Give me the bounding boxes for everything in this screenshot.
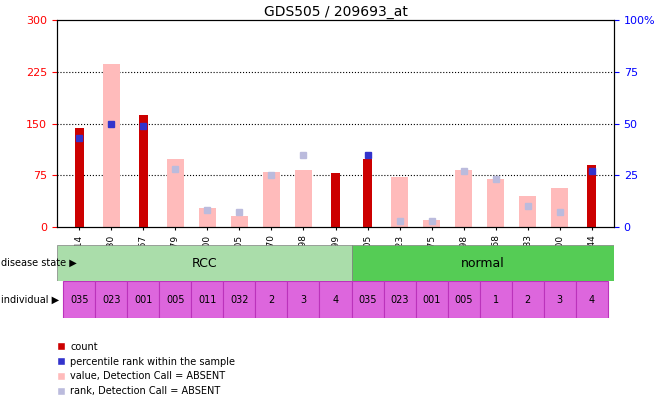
- Bar: [319, 281, 352, 318]
- Bar: [551, 188, 568, 227]
- Text: 001: 001: [422, 295, 441, 305]
- Text: 023: 023: [102, 295, 121, 305]
- Legend: count, percentile rank within the sample, value, Detection Call = ABSENT, rank, : count, percentile rank within the sample…: [52, 338, 239, 400]
- Text: 3: 3: [301, 295, 307, 305]
- Text: 032: 032: [230, 295, 249, 305]
- Bar: [415, 281, 448, 318]
- Text: 011: 011: [199, 295, 217, 305]
- Bar: [166, 159, 185, 227]
- Text: 005: 005: [454, 295, 473, 305]
- Bar: [586, 165, 597, 227]
- Bar: [576, 281, 607, 318]
- Bar: [423, 220, 440, 227]
- Title: GDS505 / 209693_at: GDS505 / 209693_at: [264, 5, 407, 19]
- Bar: [64, 281, 95, 318]
- Text: disease state ▶: disease state ▶: [1, 258, 76, 268]
- Bar: [103, 64, 120, 227]
- Bar: [231, 216, 248, 227]
- Text: 035: 035: [70, 295, 89, 305]
- Bar: [160, 281, 191, 318]
- Bar: [480, 281, 511, 318]
- Text: 2: 2: [525, 295, 531, 305]
- Bar: [486, 179, 505, 227]
- Bar: [331, 173, 340, 227]
- Bar: [391, 177, 409, 227]
- Bar: [352, 245, 614, 281]
- Bar: [191, 281, 223, 318]
- Bar: [455, 171, 472, 227]
- Bar: [223, 281, 256, 318]
- Text: 005: 005: [166, 295, 185, 305]
- Bar: [384, 281, 415, 318]
- Bar: [519, 196, 536, 227]
- Bar: [262, 173, 280, 227]
- Text: RCC: RCC: [191, 257, 217, 270]
- Bar: [127, 281, 160, 318]
- Text: 1: 1: [493, 295, 499, 305]
- Bar: [511, 281, 544, 318]
- Text: 4: 4: [332, 295, 339, 305]
- Bar: [363, 159, 372, 227]
- Bar: [295, 171, 312, 227]
- Bar: [139, 115, 148, 227]
- Bar: [287, 281, 319, 318]
- Bar: [544, 281, 576, 318]
- Text: normal: normal: [461, 257, 505, 270]
- Bar: [74, 128, 85, 227]
- Bar: [199, 207, 216, 227]
- Text: 023: 023: [391, 295, 409, 305]
- Text: 001: 001: [134, 295, 152, 305]
- Text: 3: 3: [556, 295, 562, 305]
- Bar: [256, 281, 287, 318]
- Bar: [57, 245, 352, 281]
- Bar: [352, 281, 384, 318]
- Text: individual ▶: individual ▶: [1, 295, 59, 305]
- Text: 4: 4: [588, 295, 595, 305]
- Text: 2: 2: [268, 295, 274, 305]
- Bar: [95, 281, 127, 318]
- Bar: [448, 281, 480, 318]
- Text: 035: 035: [358, 295, 376, 305]
